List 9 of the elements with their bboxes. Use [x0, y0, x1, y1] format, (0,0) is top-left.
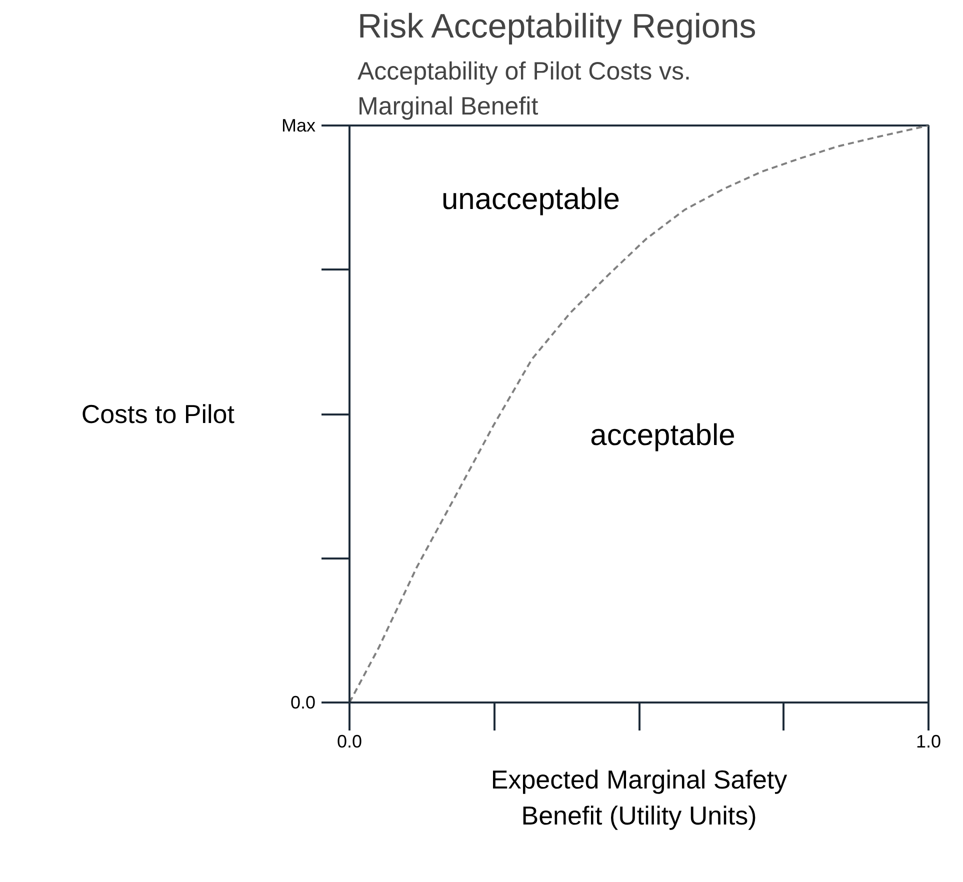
chart-title: Risk Acceptability Regions	[358, 8, 756, 46]
text: 0.0	[290, 692, 316, 712]
text: Max	[281, 116, 316, 136]
y-axis-title: Costs to Pilot	[81, 399, 236, 429]
annotation: acceptable	[590, 418, 736, 452]
annotation: unacceptable	[441, 182, 620, 216]
chart-subtitle: Acceptability of Pilot Costs vs. Marginal Benefit	[358, 58, 691, 120]
x-axis-title: Expected Marginal Safety Benefit (Utility Units)	[490, 764, 788, 830]
x-tick-label: 1.0	[916, 732, 942, 752]
